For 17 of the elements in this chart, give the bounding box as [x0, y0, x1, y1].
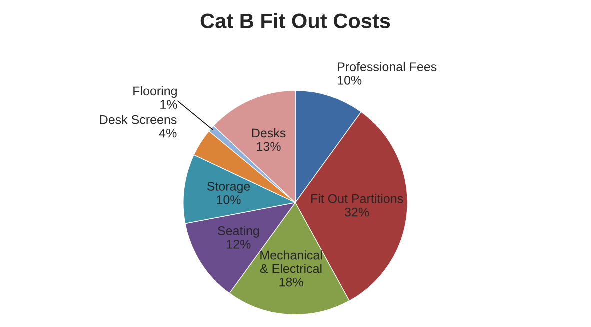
data-label: 4%: [159, 128, 177, 138]
slice-label: Desks: [252, 128, 286, 138]
data-label: 18%: [280, 278, 304, 287]
slice-label: Professional Fees: [338, 62, 437, 72]
slice-label: Desk Screens: [100, 115, 177, 124]
slice-label: Mechanical & Electrical: [260, 250, 322, 274]
slice-label: Seating: [218, 226, 260, 238]
slice-label: Fit Out Partitions: [312, 194, 404, 204]
data-label: 13%: [257, 142, 281, 152]
data-label: 10%: [338, 76, 362, 85]
slice-label: Flooring: [134, 86, 177, 98]
data-label: 10%: [217, 196, 241, 204]
slice-label: Storage: [207, 182, 250, 194]
data-label: 12%: [227, 240, 251, 249]
chart-title: Cat B Fit Out Costs: [200, 13, 390, 28]
data-label: 1%: [160, 100, 178, 109]
data-label: 32%: [345, 208, 370, 217]
